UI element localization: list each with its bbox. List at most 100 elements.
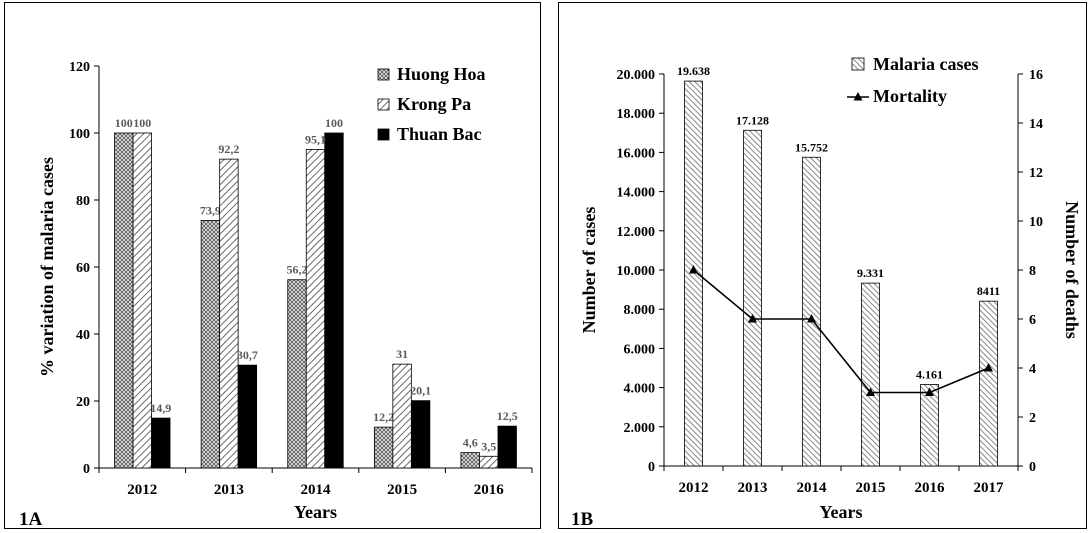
bar-malaria-cases xyxy=(861,282,880,467)
data-label-huong-hoa: 4,6 xyxy=(463,436,478,450)
marker-mortality xyxy=(866,387,875,396)
bar-thuan-bac xyxy=(237,364,258,469)
bar-malaria-cases xyxy=(802,156,821,467)
bar-malaria-cases xyxy=(920,384,939,467)
bar-krong-pa xyxy=(392,363,412,469)
data-label-malaria-cases: 17.128 xyxy=(736,113,769,127)
data-label-huong-hoa: 12,2 xyxy=(373,410,394,424)
bar-huong-hoa xyxy=(460,452,480,469)
data-label-thuan-bac: 14,9 xyxy=(150,401,171,415)
legend-swatch-huong-hoa xyxy=(377,68,390,81)
y-tick-label: 0 xyxy=(648,460,655,475)
data-label-thuan-bac: 12,5 xyxy=(497,409,518,423)
marker-mortality xyxy=(748,314,757,323)
bar-krong-pa xyxy=(479,455,499,469)
bar-malaria-cases xyxy=(979,300,998,467)
marker-mortality xyxy=(807,314,816,323)
x-tick-label: 2012 xyxy=(679,480,709,496)
y2-tick-label: 16 xyxy=(1029,68,1043,83)
y2-axis-title: Number of deaths xyxy=(1062,201,1082,339)
panel-label: 1B xyxy=(571,509,594,530)
legend-label-huong-hoa: Huong Hoa xyxy=(397,64,486,84)
legend-label-krong-pa: Krong Pa xyxy=(397,94,471,114)
data-label-huong-hoa: 73,9 xyxy=(200,203,221,217)
y-tick-label: 14.000 xyxy=(617,186,656,201)
y2-tick-label: 10 xyxy=(1029,215,1043,230)
x-tick-label: 2012 xyxy=(127,482,157,498)
chart-1b-svg: 0 2.000 4.000 6.000 8.000 10.000 12.000 14.000 1… xyxy=(571,54,1082,530)
legend-marker-mortality xyxy=(853,92,863,101)
bar-krong-pa xyxy=(219,158,239,469)
data-label-krong-pa: 100 xyxy=(133,116,151,130)
data-label-malaria-cases: 4.161 xyxy=(916,367,943,381)
y-tick-label: 12.000 xyxy=(617,225,656,240)
y-tick-label: 80 xyxy=(76,194,90,209)
legend-swatch-krong-pa xyxy=(377,98,390,111)
bar-krong-pa xyxy=(305,149,326,469)
data-label-huong-hoa: 100 xyxy=(115,116,133,130)
bar-huong-hoa xyxy=(287,279,307,469)
x-tick-label: 2013 xyxy=(214,482,244,498)
data-label-malaria-cases: 9.331 xyxy=(857,266,884,280)
y2-tick-label: 8 xyxy=(1029,264,1036,279)
y2-tick-label: 0 xyxy=(1029,460,1036,475)
y-axis-title: Number of cases xyxy=(579,207,599,334)
y2-tick-label: 4 xyxy=(1029,362,1036,377)
y-tick-label: 8.000 xyxy=(624,303,656,318)
legend-swatch-thuan-bac xyxy=(377,128,390,141)
x-tick-label: 2015 xyxy=(387,482,417,498)
marker-mortality xyxy=(689,265,698,274)
y-tick-label: 0 xyxy=(83,462,90,477)
data-label-thuan-bac: 100 xyxy=(325,116,343,130)
y2-tick-label: 12 xyxy=(1029,166,1043,181)
y2-tick-label: 2 xyxy=(1029,411,1036,426)
y-axis-title: % variation of malaria cases xyxy=(37,157,57,377)
x-tick-label: 2016 xyxy=(474,482,505,498)
y-tick-label: 60 xyxy=(76,261,90,276)
bar-huong-hoa xyxy=(114,132,134,469)
data-label-malaria-cases: 15.752 xyxy=(795,140,828,154)
legend-swatch-malaria-cases xyxy=(851,57,865,71)
bar-thuan-bac xyxy=(410,400,431,469)
y-tick-label: 20 xyxy=(76,395,90,410)
data-label-krong-pa: 31 xyxy=(396,347,408,361)
legend-label-malaria-cases: Malaria cases xyxy=(873,54,978,74)
x-axis-title: Years xyxy=(294,502,337,522)
data-label-thuan-bac: 20,1 xyxy=(410,384,431,398)
y-tick-label: 16.000 xyxy=(617,146,656,161)
data-label-thuan-bac: 30,7 xyxy=(237,348,258,362)
bar-thuan-bac xyxy=(497,425,517,469)
y-tick-label: 100 xyxy=(69,127,90,142)
y2-tick-label: 6 xyxy=(1029,313,1036,328)
bar-thuan-bac xyxy=(324,132,344,469)
line-mortality xyxy=(692,269,989,394)
panel-label: 1A xyxy=(19,509,43,530)
bar-thuan-bac xyxy=(151,417,171,469)
y-tick-label: 6.000 xyxy=(624,342,656,357)
chart-panel-1a: 0 20 40 60 80 100 120 2012 100 100 14,9 2013 73,9 92,… xyxy=(4,2,541,530)
data-label-krong-pa: 3,5 xyxy=(481,439,496,453)
bar-krong-pa xyxy=(132,132,152,469)
bar-malaria-cases xyxy=(743,129,762,467)
legend-label-mortality: Mortality xyxy=(873,86,947,106)
y-tick-label: 10.000 xyxy=(617,264,656,279)
x-tick-label: 2017 xyxy=(974,480,1005,496)
y-tick-label: 40 xyxy=(76,328,90,343)
chart-panel-1b: 0 2.000 4.000 6.000 8.000 10.000 12.000 14.000 1… xyxy=(558,2,1087,530)
x-tick-label: 2014 xyxy=(797,480,828,496)
bar-huong-hoa xyxy=(200,220,221,469)
bar-huong-hoa xyxy=(373,426,394,469)
data-label-krong-pa: 92,2 xyxy=(218,142,239,156)
legend-label-thuan-bac: Thuan Bac xyxy=(397,124,482,144)
data-label-huong-hoa: 56,2 xyxy=(287,263,308,277)
y2-tick-label: 14 xyxy=(1029,117,1043,132)
y-tick-label: 120 xyxy=(69,60,90,75)
x-tick-label: 2014 xyxy=(301,482,332,498)
y-tick-label: 4.000 xyxy=(624,382,656,397)
y-tick-label: 2.000 xyxy=(624,421,656,436)
data-label-krong-pa: 95,1 xyxy=(305,132,326,146)
data-label-malaria-cases: 8411 xyxy=(977,284,1000,298)
bar-malaria-cases xyxy=(684,80,703,467)
data-label-malaria-cases: 19.638 xyxy=(677,64,710,78)
